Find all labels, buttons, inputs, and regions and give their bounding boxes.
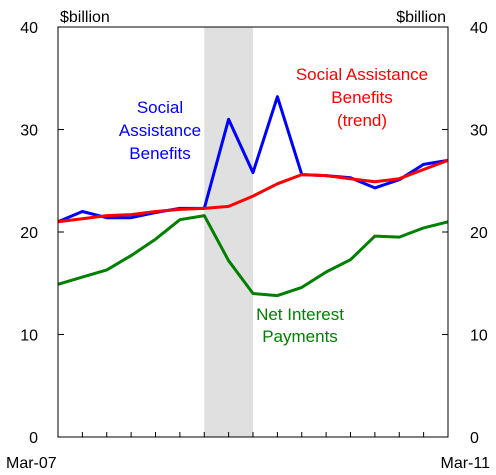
tick-labels: 0 0 10 10 20 20 30 30 40 40 Mar-07 Mar-11 [6,20,490,472]
axis-ticks [58,26,448,438]
series-lines [57,95,449,298]
y-unit-left: $billion [60,9,110,26]
series-line-2 [57,158,449,224]
series-label-3: Payments [262,327,338,346]
y-tick-label-right: 10 [470,328,488,345]
series-line-3 [57,214,449,298]
series-label-1: Benefits [129,144,190,163]
series-label-2: Benefits [331,88,392,107]
series-label-2: (trend) [337,111,387,130]
y-tick-label-left: 40 [20,20,38,37]
y-tick-label-right: 30 [470,123,488,140]
series-label-1: Social [137,98,183,117]
series-label-2: Social Assistance [296,65,428,84]
y-tick-label-left: 20 [20,225,38,242]
series-line-1 [57,95,449,224]
y-tick-label-right: 40 [470,20,488,37]
y-tick-label-right: 20 [470,225,488,242]
x-tick-label: Mar-11 [441,455,491,472]
x-tick-label: Mar-07 [6,455,57,472]
series-label-1: Assistance [119,121,201,140]
y-tick-label-left: 0 [29,430,38,447]
series-label-3: Net Interest [256,305,344,324]
y-tick-label-left: 10 [20,328,38,345]
y-tick-label-left: 30 [20,123,38,140]
series-labels: Social Assistance Benefits Social Assistanc… [119,65,428,346]
y-tick-label-right: 0 [470,430,479,447]
y-unit-right: $billion [396,9,446,26]
